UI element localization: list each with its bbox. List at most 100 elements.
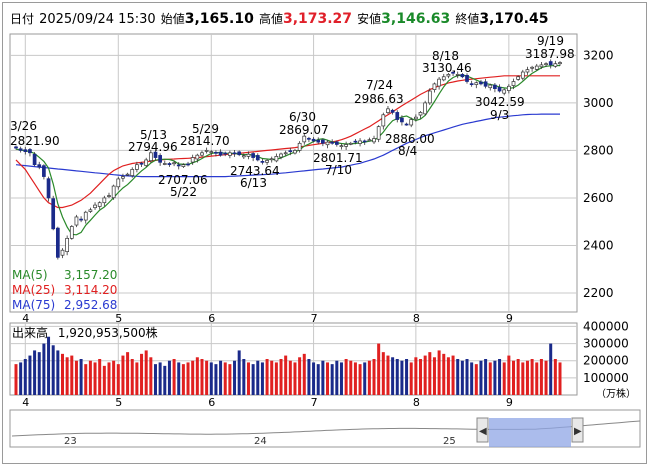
candle-up	[135, 164, 139, 170]
candle-up	[274, 156, 279, 162]
navigator-right-handle[interactable]	[571, 417, 584, 443]
volume-bar	[437, 350, 441, 395]
volume-bar	[484, 359, 488, 395]
candle-down	[14, 146, 18, 149]
volume-bar	[47, 336, 51, 395]
candle-up	[102, 197, 107, 204]
annotation-value: 2814.70	[180, 134, 230, 148]
candle-up	[265, 160, 269, 163]
annotation-date: 8/18	[432, 49, 459, 63]
volume-bar	[79, 359, 83, 395]
volume-bar	[502, 362, 506, 395]
candle-up	[409, 119, 414, 126]
candle-down	[404, 123, 409, 126]
volume-tick-label: 400000	[583, 319, 629, 333]
candle-up	[544, 63, 548, 66]
volume-bar	[172, 359, 176, 395]
open-value: 3,165.10	[184, 11, 254, 27]
volume-bar	[60, 353, 64, 395]
candle-up	[381, 114, 386, 127]
volume-bar	[126, 352, 130, 395]
volume-bar	[298, 357, 302, 395]
volume-bar	[251, 364, 255, 395]
volume-tick-label: 300000	[583, 337, 629, 351]
volume-bar	[293, 362, 297, 395]
candle-down	[548, 61, 553, 66]
candle-up	[414, 116, 418, 120]
candle-up	[144, 159, 149, 166]
volume-bar	[377, 343, 381, 395]
x-tick-label: 6	[208, 396, 215, 409]
volume-bar	[186, 362, 190, 395]
candle-up	[60, 249, 65, 256]
candle-up	[283, 152, 288, 155]
volume-bar	[284, 355, 288, 395]
candle-down	[218, 151, 223, 156]
ma75-line	[15, 113, 560, 178]
candle-up	[125, 173, 130, 176]
candle-up	[297, 142, 302, 151]
volume-bar	[130, 359, 134, 395]
navigator-year-label: 23	[64, 436, 77, 447]
price-tick-label: 2400	[583, 238, 614, 252]
x-tick-label: 9	[506, 396, 513, 409]
annotation-value: 2821.90	[10, 134, 60, 148]
ma5-legend: MA(5) 3,157.20	[12, 268, 117, 283]
price-tick-label: 3200	[583, 48, 614, 62]
candle-up	[344, 144, 348, 147]
ma5-value: 3,157.20	[64, 268, 118, 282]
volume-bar	[465, 359, 469, 395]
candle-down	[158, 155, 162, 163]
candle-down	[23, 149, 28, 152]
candle-down	[460, 74, 465, 78]
annotation-date: 9/3	[490, 108, 509, 122]
candle-up	[516, 76, 521, 80]
volume-bar	[400, 360, 404, 395]
volume-bar	[535, 362, 539, 395]
ma5-line	[15, 64, 561, 236]
candle-up	[539, 64, 544, 68]
candle-up	[302, 135, 307, 143]
volume-bar	[205, 360, 209, 395]
volume-bar	[200, 359, 204, 395]
candle-up	[293, 150, 297, 154]
volume-bar	[405, 359, 409, 395]
candle-down	[400, 117, 404, 123]
volume-bar	[302, 353, 306, 395]
volume-bar	[326, 362, 330, 395]
volume-bar	[395, 359, 399, 395]
candle-down	[451, 71, 455, 74]
volume-bar	[488, 362, 492, 395]
candle-down	[18, 148, 23, 151]
volume-unit: （万株）	[596, 389, 636, 400]
volume-bar	[419, 359, 423, 395]
candle-up	[502, 89, 507, 94]
annotation-date: 5/29	[192, 122, 219, 136]
price-tick-label: 2200	[583, 286, 614, 300]
candle-down	[51, 198, 56, 230]
candle-up	[88, 209, 93, 212]
candle-down	[307, 137, 311, 140]
candle-down	[42, 165, 46, 177]
volume-bar	[549, 343, 553, 395]
volume-bar	[70, 355, 74, 395]
chevron-left-icon: ◀	[479, 426, 487, 437]
price-tick-label: 2800	[583, 143, 614, 157]
candle-down	[321, 139, 325, 144]
volume-bar	[260, 362, 264, 395]
candle-up	[228, 152, 232, 156]
candle-up	[427, 90, 432, 104]
candle-up	[372, 138, 376, 143]
navigator-left-handle[interactable]	[476, 417, 489, 443]
volume-bar	[493, 360, 497, 395]
volume-bar	[135, 362, 139, 395]
volume-bar	[84, 364, 88, 395]
candle-up	[116, 178, 121, 188]
volume-bar	[474, 364, 478, 395]
candle-down	[362, 140, 367, 143]
price-header: 日付 2025/09/24 15:30 始値3,165.10 高値3,173.2…	[10, 8, 548, 30]
volume-bar	[195, 357, 199, 395]
volume-bar	[423, 355, 427, 395]
candle-down	[483, 81, 488, 87]
annotation-date: 3/26	[10, 119, 37, 133]
